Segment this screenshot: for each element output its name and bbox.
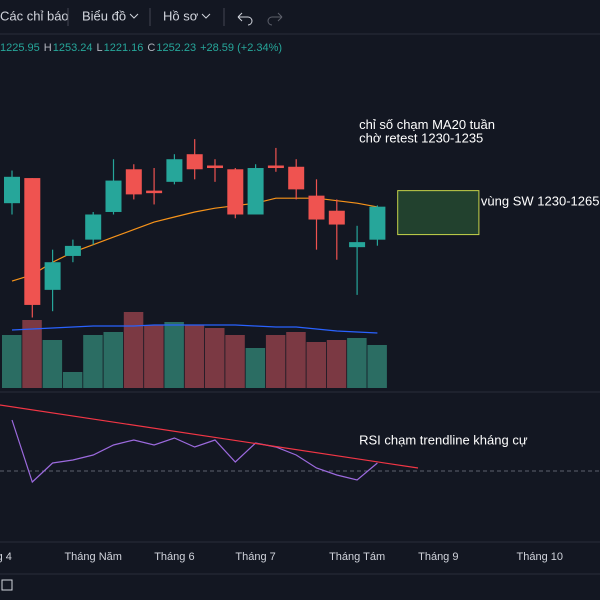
- volume-bar: [286, 332, 306, 388]
- candle-body: [44, 262, 61, 290]
- toolbar: [0, 0, 600, 34]
- ohlc-item: 1221.16: [104, 42, 144, 54]
- time-label: Tháng 7: [235, 551, 275, 563]
- volume-bar: [83, 335, 103, 388]
- time-label: Tháng 9: [418, 551, 458, 563]
- candle-body: [247, 168, 264, 215]
- candle-body: [166, 159, 183, 182]
- annotation: vùng SW 1230-1265: [481, 193, 600, 208]
- volume-bar: [306, 342, 326, 388]
- chevron: [129, 13, 139, 19]
- volume-bar: [164, 322, 184, 388]
- volume-bar: [62, 372, 83, 388]
- toolbar-chart[interactable]: Biểu đồ: [82, 8, 126, 23]
- annotation: chờ retest 1230-1235: [359, 131, 483, 146]
- volume-bar: [22, 320, 42, 388]
- time-label: Tháng 6: [154, 551, 194, 563]
- volume-bar: [144, 325, 164, 388]
- toolbar-profile[interactable]: Hồ sơ: [163, 8, 199, 23]
- ohlc-item: 1253.24: [53, 42, 93, 54]
- volume-bar: [367, 345, 387, 388]
- chevron: [201, 13, 211, 19]
- candle-body: [308, 195, 325, 220]
- volume-bar: [326, 340, 347, 388]
- ohlc-item: L: [96, 42, 102, 54]
- ohlc-item: C: [147, 42, 155, 54]
- time-label: ng 4: [0, 551, 12, 563]
- candle-body: [105, 180, 122, 212]
- candle-body: [288, 166, 305, 190]
- volume-bar: [2, 335, 22, 388]
- volume-bar: [123, 312, 144, 388]
- volume-bar: [184, 325, 205, 388]
- time-label: Tháng Năm: [64, 551, 121, 563]
- rsi-line: [11, 419, 378, 484]
- undo-icon[interactable]: [237, 12, 253, 26]
- ohlc-item: 1252.23: [156, 42, 196, 54]
- volume-ma-line: [11, 324, 378, 334]
- rsi-pane: [0, 404, 600, 484]
- candle-body: [328, 210, 345, 225]
- calendar-icon[interactable]: [1, 579, 13, 591]
- volume-bar: [347, 338, 367, 388]
- time-label: Tháng 10: [517, 551, 563, 563]
- sw-zone: [397, 190, 480, 236]
- candle-body: [4, 176, 20, 204]
- candle-body: [369, 206, 386, 240]
- candle-body: [85, 214, 102, 240]
- rsi-trendline: [0, 404, 419, 469]
- volume-bar: [103, 332, 123, 388]
- ohlc-header: 1225.95 H 1253.24 L 1221.16 C 1252.23 +28.59 (+…: [0, 42, 282, 54]
- candle-body: [146, 190, 163, 194]
- candle-body: [207, 165, 223, 169]
- ohlc-item: H: [44, 42, 52, 54]
- candle-body: [349, 242, 366, 248]
- volume-bar: [205, 328, 225, 388]
- annotation: chỉ số chạm MA20 tuần: [359, 117, 495, 132]
- volume-bar: [265, 335, 286, 388]
- volume-bar: [42, 340, 63, 388]
- annotation: RSI chạm trendline kháng cự: [359, 432, 528, 447]
- ohlc-item: 1225.95: [0, 42, 40, 54]
- volume-bar: [225, 335, 245, 388]
- time-label: Tháng Tám: [329, 551, 385, 563]
- candle-body: [125, 169, 142, 195]
- candle-body: [227, 169, 244, 215]
- candle-body: [267, 165, 284, 169]
- candle-body: [24, 178, 41, 305]
- volume-bar: [245, 348, 266, 388]
- toolbar-indicators[interactable]: Các chỉ báo: [0, 8, 69, 23]
- redo-icon[interactable]: [267, 12, 283, 26]
- candle-body: [186, 154, 203, 170]
- candle-body: [64, 245, 81, 256]
- ohlc-item: +28.59 (+2.34%): [200, 42, 282, 54]
